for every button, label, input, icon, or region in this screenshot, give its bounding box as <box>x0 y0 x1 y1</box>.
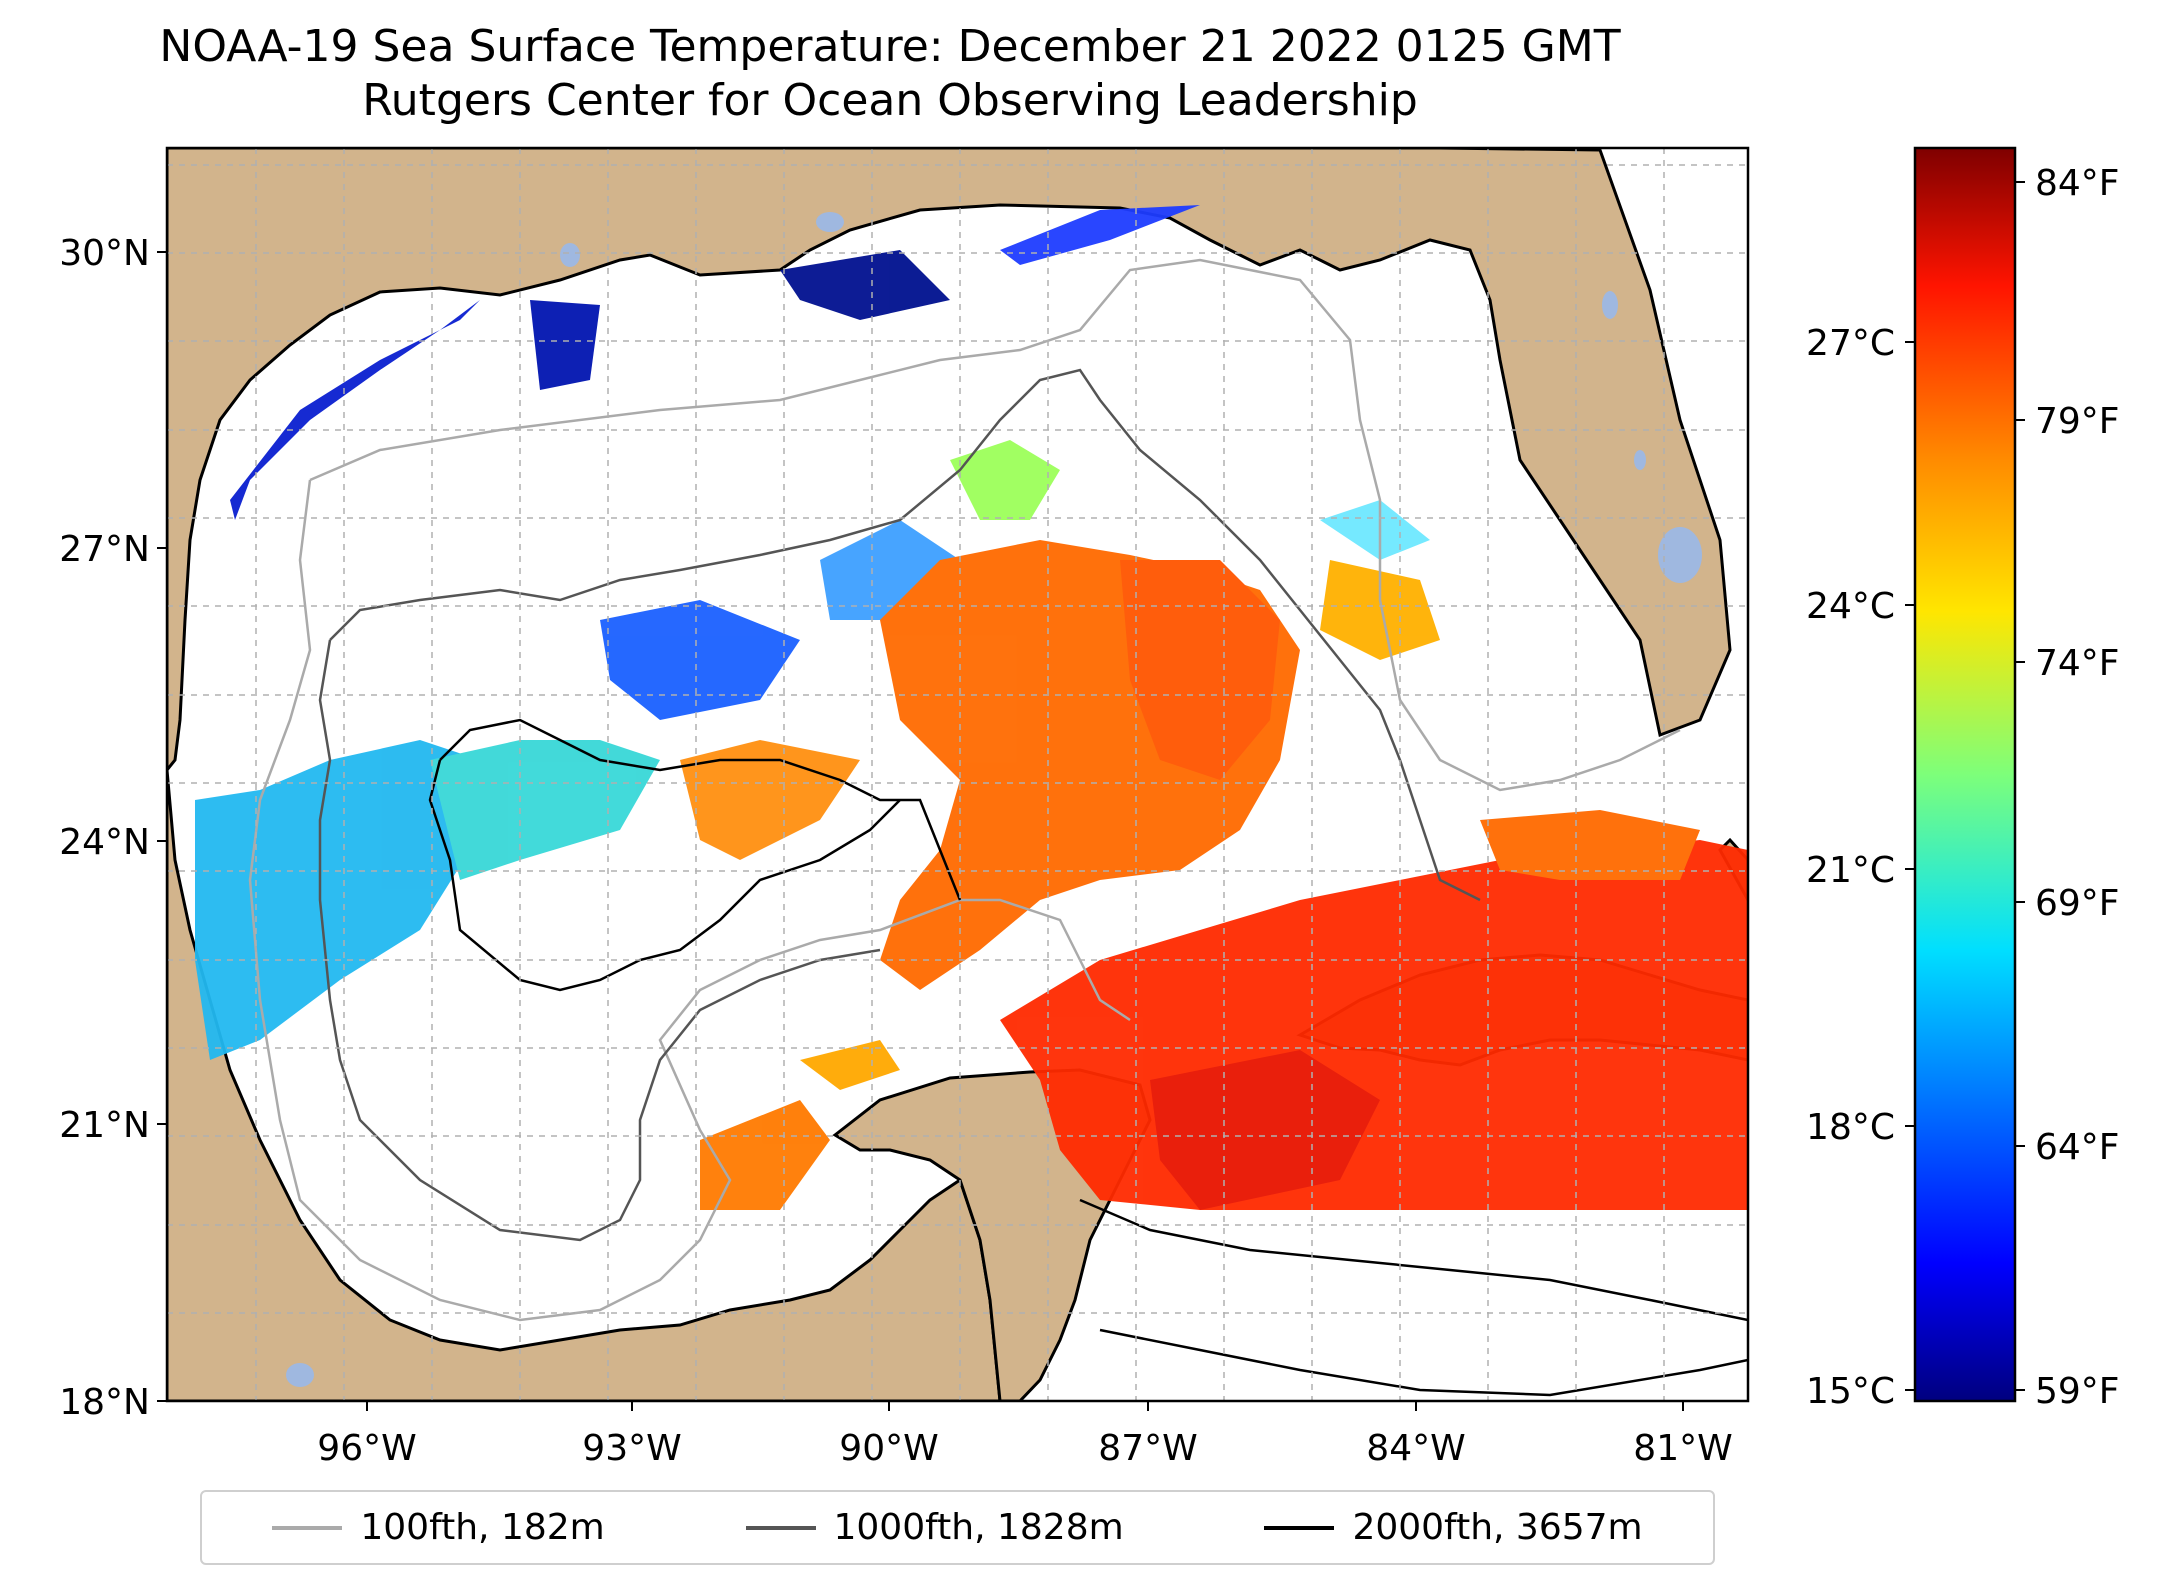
lon-ticks <box>366 1401 1684 1411</box>
legend-label-2000fth: 2000fth, 3657m <box>1352 1507 1643 1548</box>
colorbar-f-64: 64°F <box>2035 1127 2120 1168</box>
colorbar-c-21: 21°C <box>1806 850 1895 891</box>
lat-label-21: 21°N <box>59 1105 150 1146</box>
legend-item-100fth: 100fth, 182m <box>272 1507 605 1548</box>
lat-ticks <box>157 251 167 1402</box>
isobath-legend: 100fth, 182m 1000fth, 1828m 2000fth, 365… <box>200 1490 1715 1565</box>
colorbar-f-79: 79°F <box>2035 401 2120 442</box>
colorbar-f-ticks <box>2015 181 2025 1391</box>
colorbar-c-15: 15°C <box>1806 1371 1895 1412</box>
isobath-100fth <box>248 258 1681 1322</box>
legend-label-100fth: 100fth, 182m <box>360 1507 605 1548</box>
lon-label-81w: 81°W <box>1633 1428 1732 1469</box>
colorbar-c-ticks <box>1905 341 1915 1391</box>
gridlines <box>167 148 1748 1401</box>
lon-label-90w: 90°W <box>839 1428 938 1469</box>
legend-swatch-2000fth <box>1264 1525 1335 1530</box>
chart-title: NOAA-19 Sea Surface Temperature: Decembe… <box>159 21 1621 72</box>
map-border <box>165 146 1750 1403</box>
lon-label-93w: 93°W <box>582 1428 681 1469</box>
isobath-2000fth <box>428 718 1748 1397</box>
lon-label-96w: 96°W <box>317 1428 416 1469</box>
lon-label-87w: 87°W <box>1098 1428 1197 1469</box>
legend-item-2000fth: 2000fth, 3657m <box>1264 1507 1643 1548</box>
isobath-1000fth <box>318 368 1481 1242</box>
colorbar <box>1913 146 2017 1403</box>
lat-label-18: 18°N <box>59 1382 150 1423</box>
colorbar-f-84: 84°F <box>2035 163 2120 204</box>
legend-item-1000fth: 1000fth, 1828m <box>745 1507 1124 1548</box>
lon-label-84w: 84°W <box>1366 1428 1465 1469</box>
colorbar-f-69: 69°F <box>2035 883 2120 924</box>
legend-swatch-1000fth <box>745 1525 816 1530</box>
lat-label-27: 27°N <box>59 529 150 570</box>
colorbar-c-24: 24°C <box>1806 586 1895 627</box>
colorbar-f-59: 59°F <box>2035 1371 2120 1412</box>
colorbar-c-27: 27°C <box>1806 323 1895 364</box>
chart-subtitle: Rutgers Center for Ocean Observing Leade… <box>362 75 1418 126</box>
sst-data <box>195 205 1748 1210</box>
legend-label-1000fth: 1000fth, 1828m <box>833 1507 1124 1548</box>
lat-label-24: 24°N <box>59 822 150 863</box>
lakes <box>286 212 1702 1387</box>
colorbar-c-18: 18°C <box>1806 1107 1895 1148</box>
colorbar-f-74: 74°F <box>2035 643 2120 684</box>
lat-label-30: 30°N <box>59 233 150 274</box>
legend-swatch-100fth <box>272 1525 343 1530</box>
